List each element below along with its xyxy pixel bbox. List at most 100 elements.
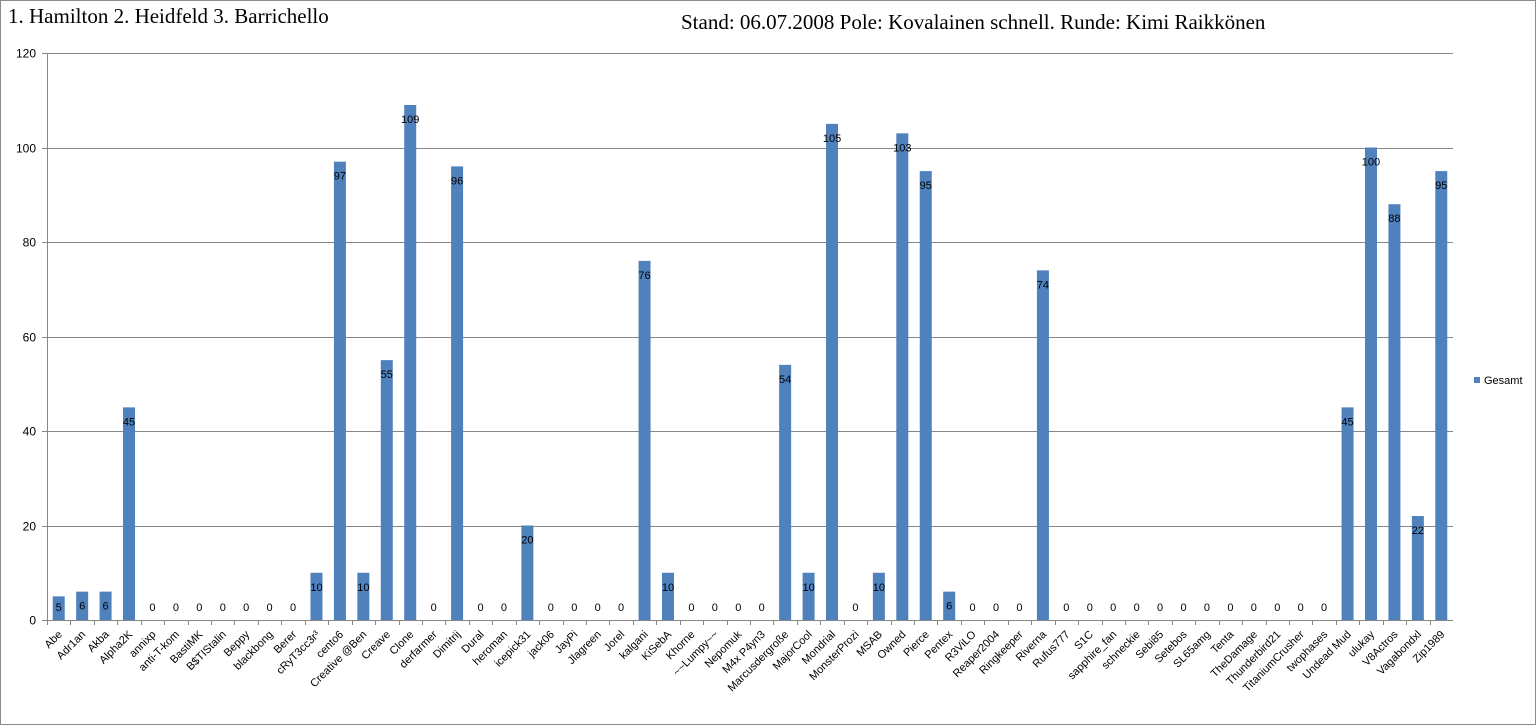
y-tick-label: 120 [16,47,36,61]
data-label: 0 [1134,602,1140,614]
data-label: 0 [149,602,155,614]
data-label: 0 [759,602,765,614]
bar [357,572,370,620]
data-label: 95 [920,180,932,192]
data-label: 0 [501,602,507,614]
data-label: 10 [357,582,369,594]
data-label: 5 [56,602,62,614]
data-label: 6 [946,601,952,613]
bar [779,364,792,620]
bar [76,591,89,620]
data-label: 100 [1362,157,1380,169]
x-axis-ticks: AbeAdr1anAkbaAlpha2Kannixpanti-T-komBast… [43,628,1448,694]
data-label: 0 [290,602,296,614]
legend-label: Gesamt [1484,375,1523,387]
gridlines [42,53,1453,625]
data-label: 88 [1388,213,1400,225]
data-label: 0 [173,602,179,614]
data-label: 0 [1321,602,1327,614]
data-label: 0 [477,602,483,614]
bar [123,407,136,620]
x-tick-label: jack06 [525,629,557,661]
data-label: 0 [1110,602,1116,614]
bar [52,596,65,620]
data-label: 0 [1016,602,1022,614]
data-label: 45 [123,416,135,428]
bar [872,572,885,620]
data-label: 0 [595,602,601,614]
data-label: 0 [1274,602,1280,614]
data-label: 0 [243,602,249,614]
data-label: 0 [1157,602,1163,614]
bar [1388,204,1401,620]
data-label: 10 [802,582,814,594]
chart-title-left: 1. Hamilton 2. Heidfeld 3. Barrichello [8,4,329,28]
data-label: 0 [548,602,554,614]
bar [310,572,323,620]
data-label: 0 [970,602,976,614]
data-label: 76 [638,270,650,282]
data-label: 0 [852,602,858,614]
legend: Gesamt [1474,375,1523,387]
bar [919,171,932,620]
data-label: 22 [1412,525,1424,537]
data-label: 10 [662,582,674,594]
bar [1341,407,1354,620]
bar [1411,516,1424,620]
data-label: 0 [712,602,718,614]
y-tick-label: 80 [23,236,37,250]
data-label: 10 [310,582,322,594]
data-label: 45 [1341,416,1353,428]
bar [1364,147,1377,620]
data-label: 95 [1435,180,1447,192]
y-tick-label: 40 [23,425,37,439]
y-tick-label: 20 [23,520,37,534]
data-label: 0 [431,602,437,614]
data-label: 103 [893,142,911,154]
bar [451,166,464,620]
bar [380,360,393,620]
data-label: 0 [220,602,226,614]
y-tick-label: 100 [16,142,36,156]
bar [638,260,651,620]
data-label: 96 [451,175,463,187]
data-label: 0 [267,602,273,614]
bar [661,572,674,620]
data-label: 0 [735,602,741,614]
data-label: 0 [571,602,577,614]
bar [99,591,112,620]
data-label: 55 [381,369,393,381]
data-label: 0 [1063,602,1069,614]
data-label: 20 [521,535,533,547]
bar [404,104,417,621]
data-label: 0 [1087,602,1093,614]
y-tick-label: 60 [23,331,37,345]
data-label: 0 [1298,602,1304,614]
legend-swatch [1474,377,1480,383]
data-label: 0 [618,602,624,614]
chart-title-right: Stand: 06.07.2008 Pole: Kovalainen schne… [681,10,1266,34]
data-label: 109 [401,114,419,126]
bar [1435,171,1448,620]
y-tick-label: 0 [29,614,36,628]
data-label: 97 [334,171,346,183]
data-label: 105 [823,133,841,145]
data-label: 10 [873,582,885,594]
bars [52,104,1448,621]
bar [521,525,534,620]
bar [943,591,956,620]
data-label: 0 [1251,602,1257,614]
bar [896,133,909,620]
data-label: 6 [79,601,85,613]
data-label: 0 [688,602,694,614]
data-label: 0 [196,602,202,614]
bar [826,123,839,620]
data-label: 0 [1204,602,1210,614]
data-label: 54 [779,374,791,386]
data-label: 6 [103,601,109,613]
bar [802,572,815,620]
data-label: 0 [993,602,999,614]
bar [333,161,346,621]
